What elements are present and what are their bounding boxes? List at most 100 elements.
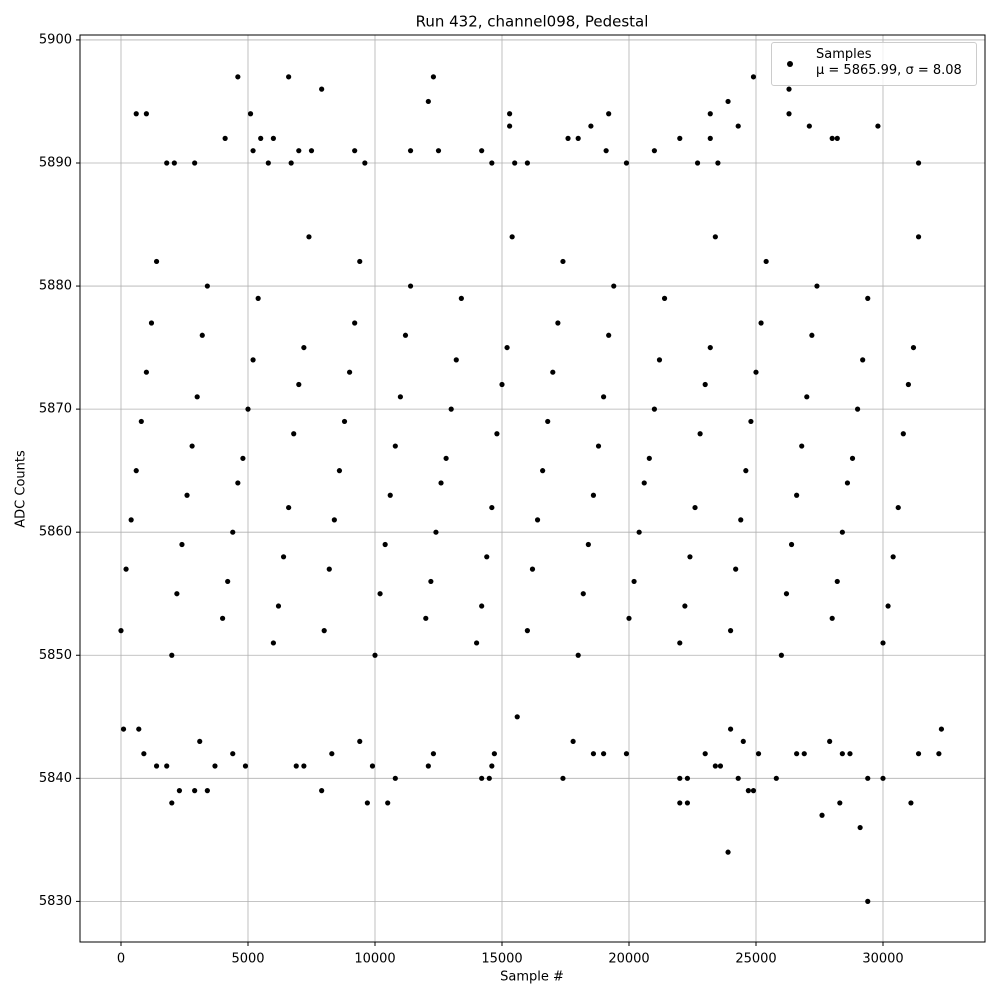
point (677, 640, 683, 646)
point (448, 406, 454, 412)
point (804, 394, 810, 400)
point (839, 529, 845, 535)
point (443, 455, 449, 461)
point (915, 160, 922, 166)
point (677, 135, 683, 141)
point (717, 763, 724, 769)
point (834, 135, 840, 141)
point (827, 738, 833, 745)
point (346, 369, 353, 375)
point (164, 763, 170, 769)
point (687, 554, 693, 560)
point (369, 763, 376, 769)
point (212, 763, 218, 769)
point (240, 455, 246, 461)
point (545, 418, 551, 425)
point (837, 800, 843, 806)
point (286, 74, 292, 80)
y-axis-label: ADC Counts (14, 450, 29, 528)
point (184, 492, 190, 498)
point (725, 98, 731, 105)
point (905, 381, 911, 388)
point (199, 332, 205, 338)
point (169, 652, 175, 658)
point (550, 369, 556, 375)
point (301, 344, 307, 351)
point (623, 160, 630, 166)
x-tick-label: 30000 (862, 952, 903, 967)
point (735, 775, 741, 781)
point (192, 788, 198, 794)
y-tick-label: 5890 (39, 155, 72, 170)
point (651, 406, 657, 412)
point (174, 591, 180, 597)
point (575, 652, 581, 658)
point (915, 234, 922, 240)
point (453, 357, 459, 363)
point (794, 492, 800, 498)
point (641, 480, 647, 486)
point (120, 726, 127, 732)
point (164, 160, 170, 166)
point (489, 763, 495, 769)
point (707, 135, 713, 141)
point (839, 751, 845, 757)
point (458, 295, 464, 301)
point (329, 751, 335, 757)
point (727, 726, 734, 732)
point (230, 529, 236, 535)
point (829, 615, 835, 621)
point (258, 135, 264, 141)
x-tick-label: 25000 (735, 952, 776, 967)
point (225, 578, 231, 585)
point (245, 406, 251, 412)
legend: Samples μ = 5865.99, σ = 8.08 (771, 42, 977, 86)
point (352, 320, 358, 326)
point (473, 640, 480, 646)
point (507, 111, 513, 117)
point (255, 295, 261, 301)
point (748, 418, 754, 425)
point (611, 283, 617, 289)
point (788, 541, 795, 548)
point (750, 788, 757, 794)
point (250, 357, 256, 363)
point (880, 775, 886, 781)
legend-label: Samples μ = 5865.99, σ = 8.08 (816, 47, 962, 78)
point (750, 74, 757, 80)
point (153, 258, 160, 265)
point (809, 332, 815, 338)
point (133, 111, 139, 117)
point (844, 480, 851, 486)
point (702, 381, 708, 388)
point (623, 751, 630, 757)
point (425, 763, 431, 769)
point (560, 258, 566, 265)
point (626, 615, 632, 621)
point (692, 504, 698, 511)
point (588, 123, 594, 129)
point (682, 603, 688, 609)
point (580, 591, 586, 597)
point (786, 86, 792, 92)
point (230, 751, 236, 757)
point (280, 554, 287, 560)
point (773, 775, 779, 781)
x-tick-label: 15000 (481, 952, 522, 967)
point (423, 615, 429, 621)
point (250, 148, 256, 154)
point (204, 283, 210, 289)
point (880, 640, 886, 646)
point (875, 123, 881, 129)
point (341, 418, 348, 425)
point (169, 800, 175, 806)
point (402, 332, 409, 338)
point (189, 443, 195, 449)
point (758, 320, 764, 326)
point (265, 160, 271, 166)
point (392, 775, 398, 781)
point (504, 344, 510, 351)
point (786, 111, 792, 117)
point (783, 591, 790, 597)
